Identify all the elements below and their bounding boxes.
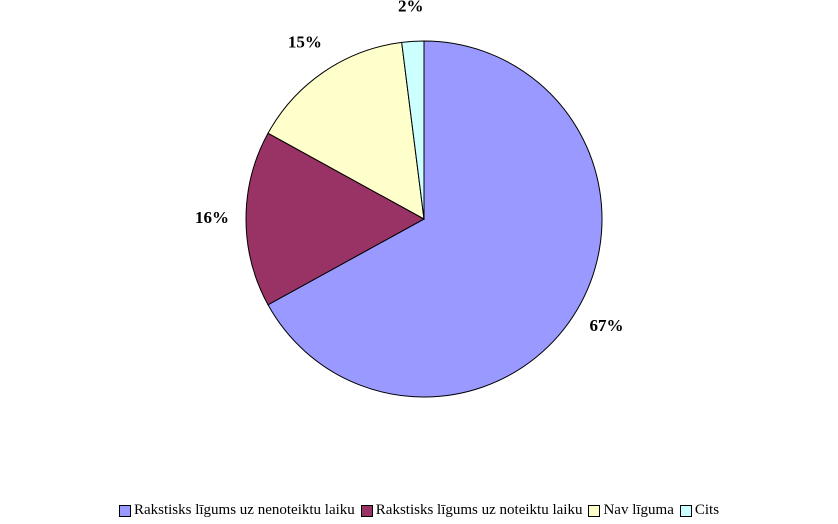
legend-swatch	[679, 504, 692, 517]
pie-slice	[267, 40, 603, 398]
data-label: 67%	[589, 316, 623, 335]
legend-label: Rakstisks līgums uz noteiktu laiku	[375, 502, 583, 518]
pie-slice	[401, 40, 425, 220]
legend-swatch	[588, 504, 601, 517]
legend-item: Cits	[679, 502, 720, 519]
legend-label: Nav līguma	[603, 502, 674, 518]
legend-label: Cits	[694, 502, 720, 518]
legend-item: Nav līguma	[588, 502, 674, 519]
legend-swatch	[118, 504, 131, 517]
data-label: 15%	[288, 33, 322, 52]
pie-slice	[267, 41, 425, 220]
legend-label: Rakstisks līgums uz nenoteiktu laiku	[133, 502, 355, 518]
pie-area: 67% 16% 15% 2%	[195, 0, 623, 398]
legend-swatch	[360, 504, 373, 517]
data-label: 16%	[195, 208, 229, 227]
legend: Rakstisks līgums uz nenoteiktu laiku Raks…	[0, 502, 838, 519]
data-label: 2%	[398, 0, 424, 15]
legend-item: Rakstisks līgums uz noteiktu laiku	[360, 502, 583, 519]
legend-item: Rakstisks līgums uz nenoteiktu laiku	[118, 502, 355, 519]
pie-slice	[245, 132, 426, 306]
